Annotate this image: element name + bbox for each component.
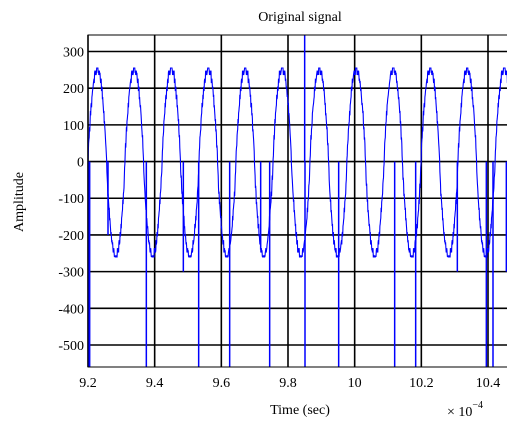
y-tick-label: 100 [63,119,84,134]
signal-line [87,67,507,258]
x-axis-multiplier-exponent: −4 [472,400,483,411]
x-tick-label: 10 [348,376,362,391]
x-tick-label: 9.6 [213,376,231,391]
plot-frame [87,34,507,368]
grid-lines [87,35,507,367]
y-tick-label: -200 [58,229,84,244]
x-tick-label: 10.2 [409,376,434,391]
x-axis-multiplier-base: × 10 [447,405,472,420]
x-axis-label: Time (sec) [270,403,330,418]
y-tick-label: -500 [58,339,84,354]
y-tick-label: -300 [58,266,84,281]
x-tick-labels: 9.2 9.4 9.6 9.8 10 10.2 10.4 [79,376,500,391]
x-tick-label: 9.8 [279,376,297,391]
y-tick-labels: 300 200 100 0 -100 -200 -300 -400 -500 [58,46,84,354]
y-axis-label: Amplitude [12,172,27,232]
x-tick-label: 9.4 [146,376,164,391]
signal-series [87,35,507,367]
y-tick-label: -400 [58,302,84,317]
chart-title: Original signal [258,10,342,25]
x-tick-label: 9.2 [79,376,97,391]
y-tick-label: -100 [58,192,84,207]
y-tick-label: 300 [63,46,84,61]
x-axis-multiplier: × 10−4 [447,400,483,420]
y-tick-label: 0 [77,156,84,171]
x-tick-label: 10.4 [476,376,501,391]
y-tick-label: 200 [63,82,84,97]
